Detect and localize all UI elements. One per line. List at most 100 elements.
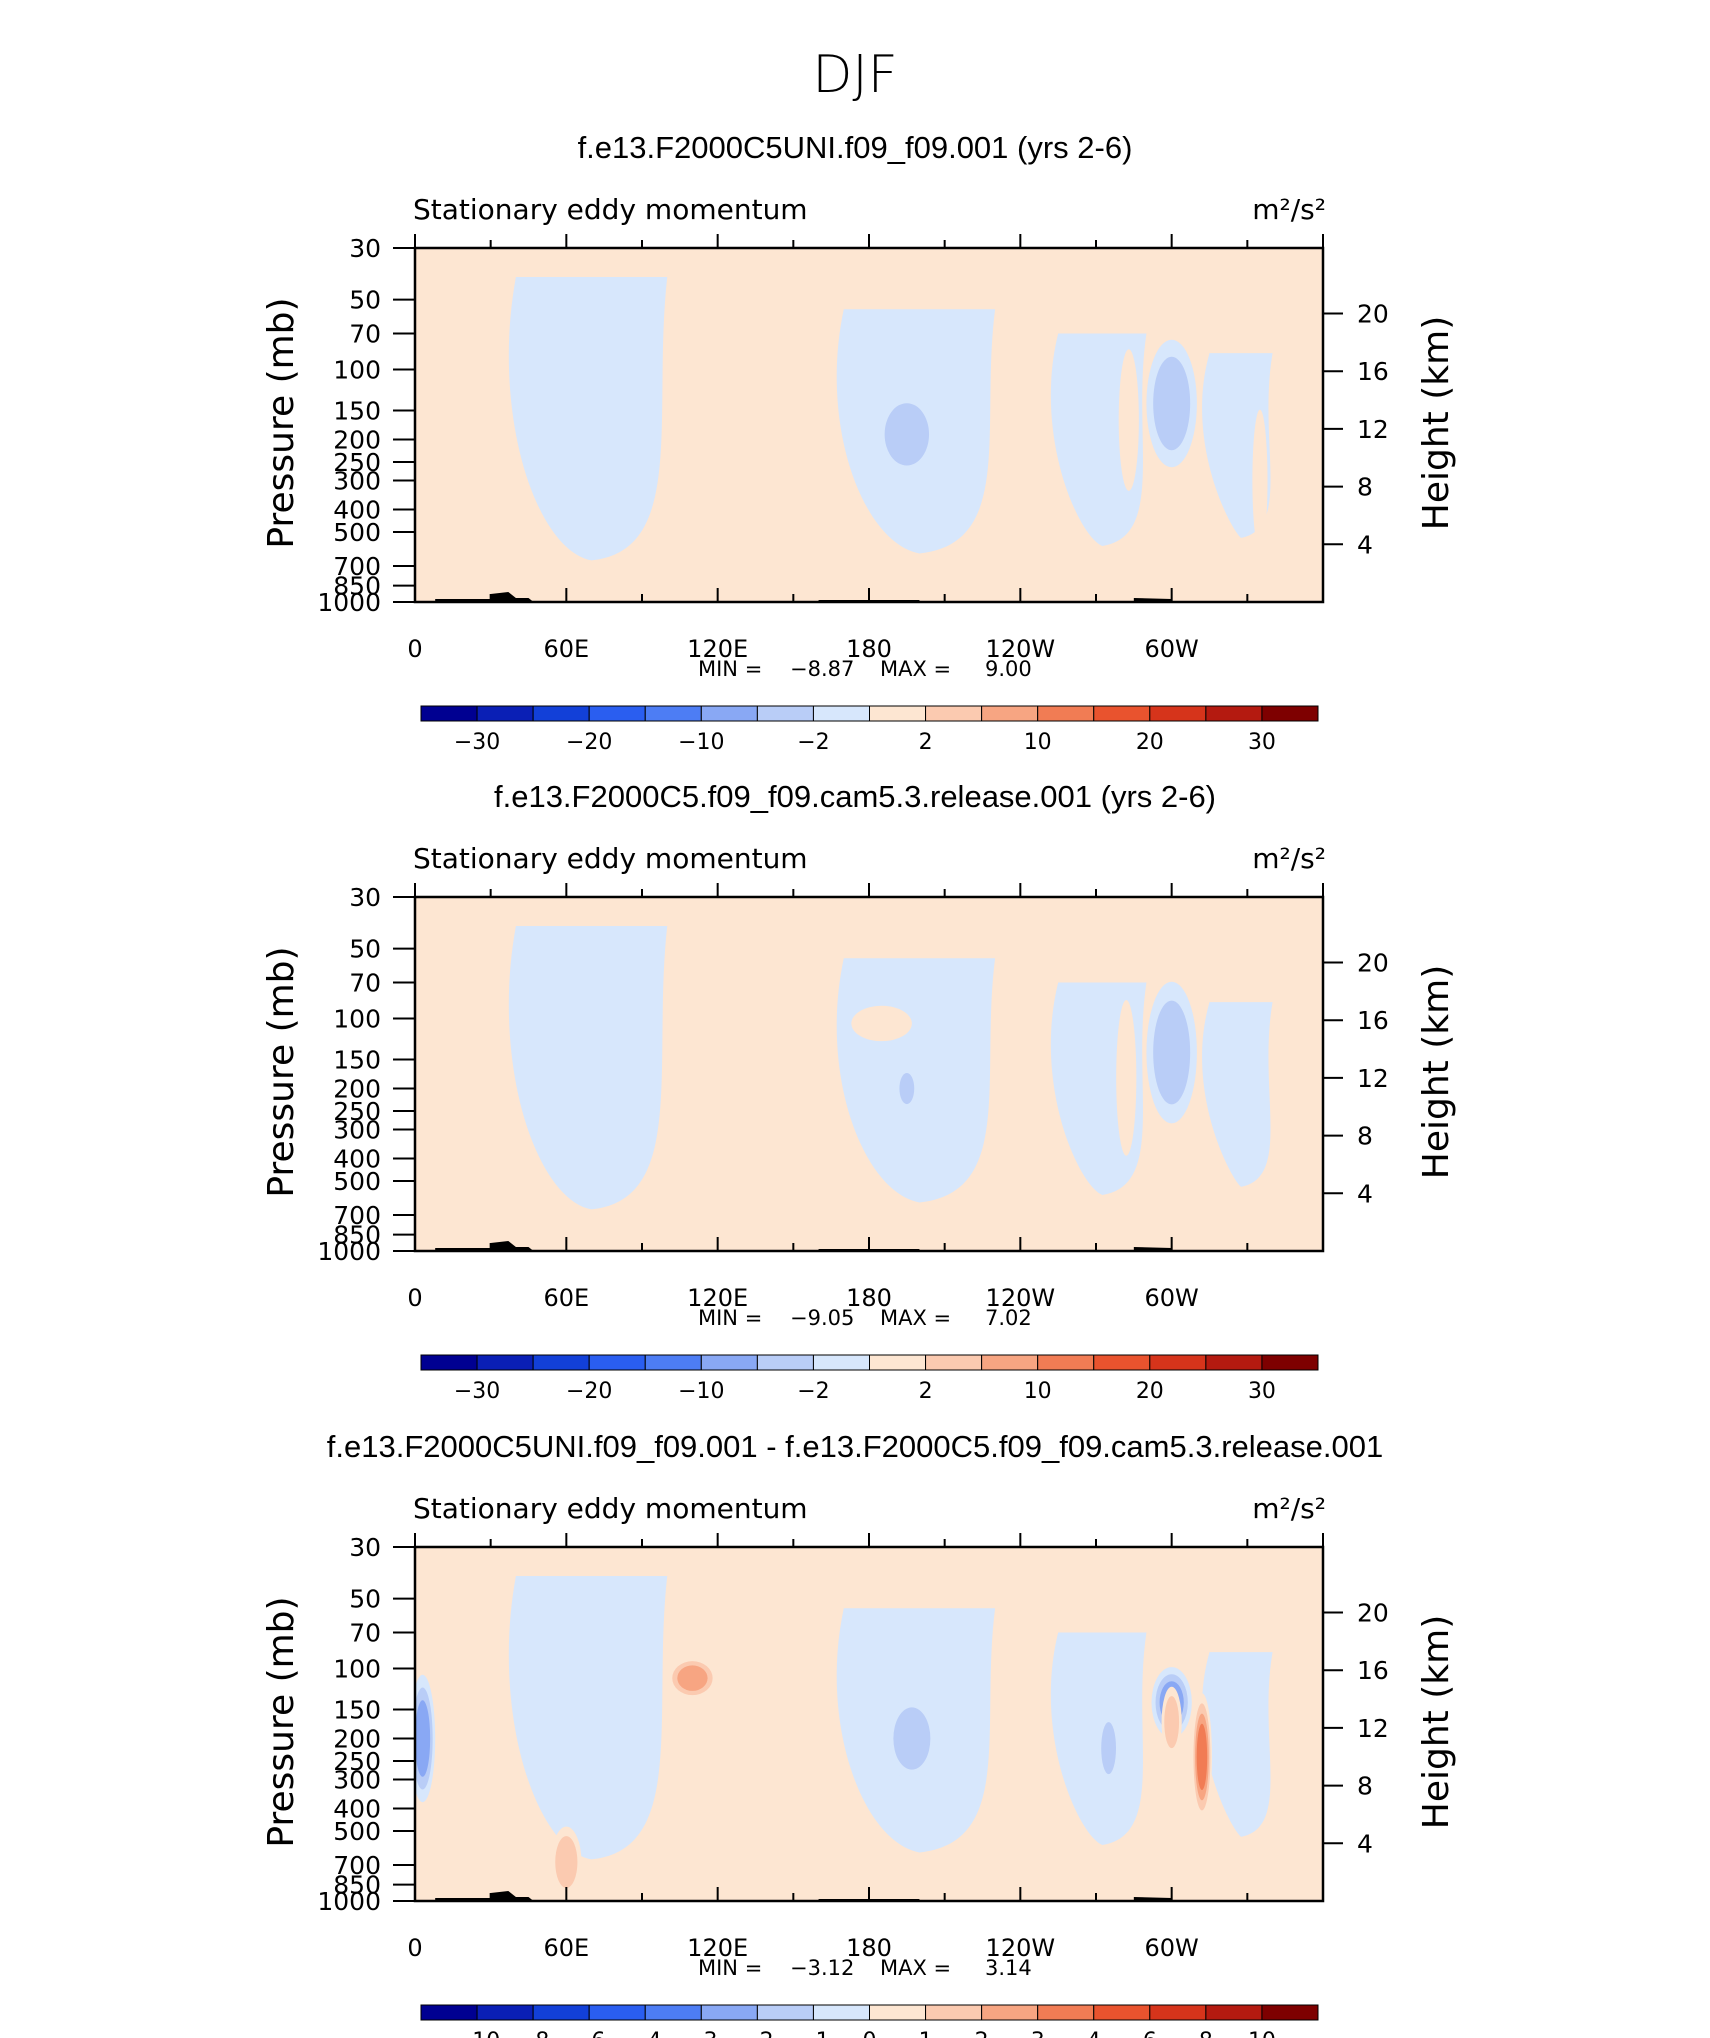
contour-blob — [1118, 349, 1139, 491]
y-tick-label: 100 — [333, 356, 381, 385]
x-tick-label: 0 — [407, 635, 422, 663]
colorbar-box — [1037, 705, 1095, 722]
min-label: MIN = — [698, 657, 762, 681]
y-tick-label: 150 — [333, 396, 381, 425]
colorbar-label: −3 — [685, 2029, 717, 2038]
colorbar-box — [476, 2004, 534, 2021]
contour-blob — [677, 1665, 708, 1691]
y2-axis-title: Height (km) — [1416, 965, 1457, 1179]
y-tick-label: 1000 — [317, 1237, 381, 1266]
colorbar-label: 10 — [1024, 1379, 1052, 1404]
y-tick-label: 400 — [333, 495, 381, 524]
min-label: MIN = — [698, 1956, 762, 1980]
colorbar-box — [1093, 2004, 1151, 2021]
min-value: −8.87 — [790, 657, 854, 681]
contour-field — [415, 897, 1323, 1251]
negative-zone — [1202, 1002, 1273, 1187]
colorbar-box — [644, 705, 702, 722]
colorbar-box — [812, 705, 870, 722]
y-tick-label: 400 — [333, 1144, 381, 1173]
y-tick-label: 50 — [349, 935, 381, 964]
x-tick-label: 120W — [986, 1284, 1056, 1312]
colorbar-label: 8 — [1199, 2029, 1213, 2038]
y-tick-label: 30 — [349, 883, 381, 912]
y2-tick-label: 16 — [1357, 1656, 1389, 1685]
negative-zone — [508, 926, 668, 1210]
y-tick-label: 250 — [333, 1747, 381, 1776]
x-tick-label: 60E — [543, 1934, 589, 1962]
x-tick-label: 120E — [687, 635, 748, 663]
y-tick-label: 70 — [349, 969, 381, 998]
colorbar-box — [812, 1354, 870, 1371]
contour-blob — [415, 1700, 431, 1777]
x-tick-label: 60W — [1145, 635, 1199, 663]
contour-blob — [893, 1707, 931, 1770]
colorbar-box — [420, 705, 478, 722]
colorbar-label: 20 — [1136, 1379, 1164, 1404]
contour-blob — [1101, 1722, 1117, 1775]
colorbar-label: −4 — [629, 2029, 661, 2038]
y-tick-label: 100 — [333, 1005, 381, 1034]
y-tick-label: 30 — [349, 234, 381, 263]
x-tick-label: 120W — [986, 635, 1056, 663]
panel-2: f.e13.F2000C5.f09_f09.cam5.3.release.001… — [261, 779, 1457, 1404]
colorbar-box — [869, 2004, 927, 2021]
y2-tick-label: 8 — [1357, 473, 1373, 502]
colorbar-label: 30 — [1248, 730, 1276, 755]
contour-blob — [1285, 979, 1321, 1086]
colorbar-box — [644, 2004, 702, 2021]
y2-tick-label: 12 — [1357, 1064, 1389, 1093]
max-value: 7.02 — [985, 1306, 1032, 1330]
colorbar-label: −10 — [678, 730, 724, 755]
colorbar-box — [1149, 705, 1207, 722]
y-tick-label: 700 — [333, 552, 381, 581]
min-value: −9.05 — [790, 1306, 854, 1330]
colorbar-box — [1205, 2004, 1263, 2021]
colorbar-label: −2 — [797, 1379, 829, 1404]
colorbar-label: 2 — [919, 1379, 933, 1404]
units-label: m²/s² — [1252, 193, 1326, 226]
colorbar-label: −20 — [566, 1379, 612, 1404]
y2-tick-label: 20 — [1357, 300, 1389, 329]
left-label: Stationary eddy momentum — [413, 842, 808, 875]
y-tick-label: 70 — [349, 320, 381, 349]
colorbar-label: −20 — [566, 730, 612, 755]
colorbar-label: 1 — [919, 2029, 933, 2038]
colorbar-label: −2 — [797, 730, 829, 755]
min-label: MIN = — [698, 1306, 762, 1330]
contour-blob — [420, 994, 471, 1150]
colorbar-box — [869, 1354, 927, 1371]
colorbar-box — [1149, 2004, 1207, 2021]
colorbar-box — [925, 2004, 983, 2021]
y-tick-label: 700 — [333, 1201, 381, 1230]
figure-title: DJF — [812, 45, 897, 105]
colorbar-box — [700, 2004, 758, 2021]
contour-blob — [899, 1072, 915, 1105]
contour-blob — [1164, 1696, 1180, 1749]
contour-blob — [694, 350, 741, 408]
negative-zone — [1050, 1632, 1147, 1845]
colorbar-label: 3 — [1031, 2029, 1045, 2038]
colorbar-label: 2 — [919, 730, 933, 755]
colorbar-label: −10 — [678, 1379, 724, 1404]
colorbar-box — [1261, 2004, 1319, 2021]
colorbar-label: 10 — [1248, 2029, 1276, 2038]
colorbar-box — [476, 705, 534, 722]
y2-tick-label: 4 — [1357, 1179, 1373, 1208]
panel-3: f.e13.F2000C5UNI.f09_f09.001 - f.e13.F20… — [261, 1429, 1457, 2038]
x-tick-label: 120W — [986, 1934, 1056, 1962]
y2-tick-label: 4 — [1357, 530, 1373, 559]
colorbar-box — [588, 2004, 646, 2021]
contour-blob — [1153, 1000, 1191, 1105]
panel-title: f.e13.F2000C5UNI.f09_f09.001 - f.e13.F20… — [327, 1429, 1383, 1464]
contour-blob — [884, 403, 930, 466]
y2-tick-label: 12 — [1357, 1714, 1389, 1743]
panel-1: f.e13.F2000C5UNI.f09_f09.001 (yrs 2-6) St… — [261, 130, 1457, 755]
colorbar-box — [1261, 705, 1319, 722]
y2-tick-label: 16 — [1357, 1006, 1389, 1035]
y-tick-label: 200 — [333, 1725, 381, 1754]
negative-zone — [1202, 1652, 1273, 1837]
contour-blob — [555, 1836, 578, 1889]
y2-tick-label: 20 — [1357, 1599, 1389, 1628]
